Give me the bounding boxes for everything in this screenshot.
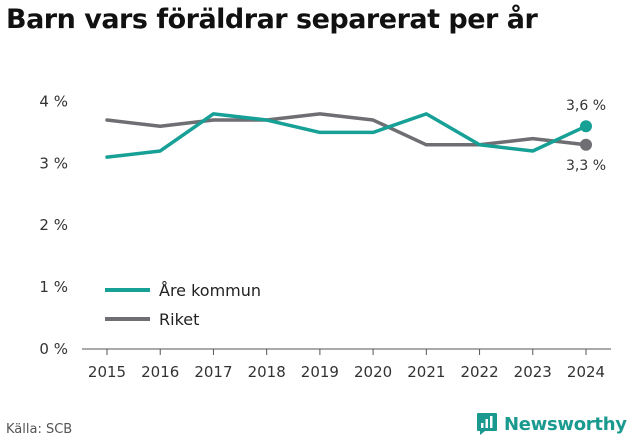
- brand-logo: Newsworthy: [476, 409, 627, 439]
- y-tick-label: 1 %: [39, 278, 68, 296]
- series-line-0: [105, 112, 588, 159]
- newsworthy-chart-bubble-icon: [477, 413, 497, 435]
- x-tick-label: 2024: [567, 363, 605, 381]
- x-axis: 2015 2016 2017 2018 2019 2020 2021 2022 2023 2024: [82, 348, 611, 381]
- y-tick-label: 0 %: [39, 340, 68, 358]
- end-points: 3,6 % 3,3 %: [566, 98, 606, 174]
- chart-title: Barn vars föräldrar separerat per år: [6, 4, 538, 35]
- legend-label: Riket: [159, 310, 199, 329]
- series-lines: [105, 112, 588, 159]
- end-value-label: 3,3 %: [566, 158, 606, 174]
- x-tick-label: 2015: [88, 363, 126, 381]
- x-tick-label: 2021: [407, 363, 445, 381]
- y-tick-label: 2 %: [39, 216, 68, 234]
- y-tick-label: 3 %: [39, 154, 68, 172]
- x-tick-label: 2018: [248, 363, 286, 381]
- end-value-label: 3,6 %: [566, 98, 606, 114]
- x-tick-label: 2017: [194, 363, 232, 381]
- end-point-1: [580, 138, 592, 151]
- x-tick-label: 2020: [354, 363, 392, 381]
- x-tick-label: 2016: [141, 363, 179, 381]
- series-line-1: [105, 112, 588, 147]
- legend: Åre kommun Riket: [105, 281, 261, 329]
- x-tick-label: 2022: [460, 363, 498, 381]
- y-axis: 0 % 1 % 2 % 3 % 4 %: [39, 92, 68, 358]
- legend-label: Åre kommun: [159, 281, 261, 300]
- x-tick-label: 2023: [514, 363, 552, 381]
- end-point-0: [580, 120, 592, 133]
- source-note: Källa: SCB: [6, 422, 73, 437]
- y-tick-label: 4 %: [39, 92, 68, 110]
- x-tick-label: 2019: [301, 363, 339, 381]
- brand-name: Newsworthy: [504, 413, 627, 435]
